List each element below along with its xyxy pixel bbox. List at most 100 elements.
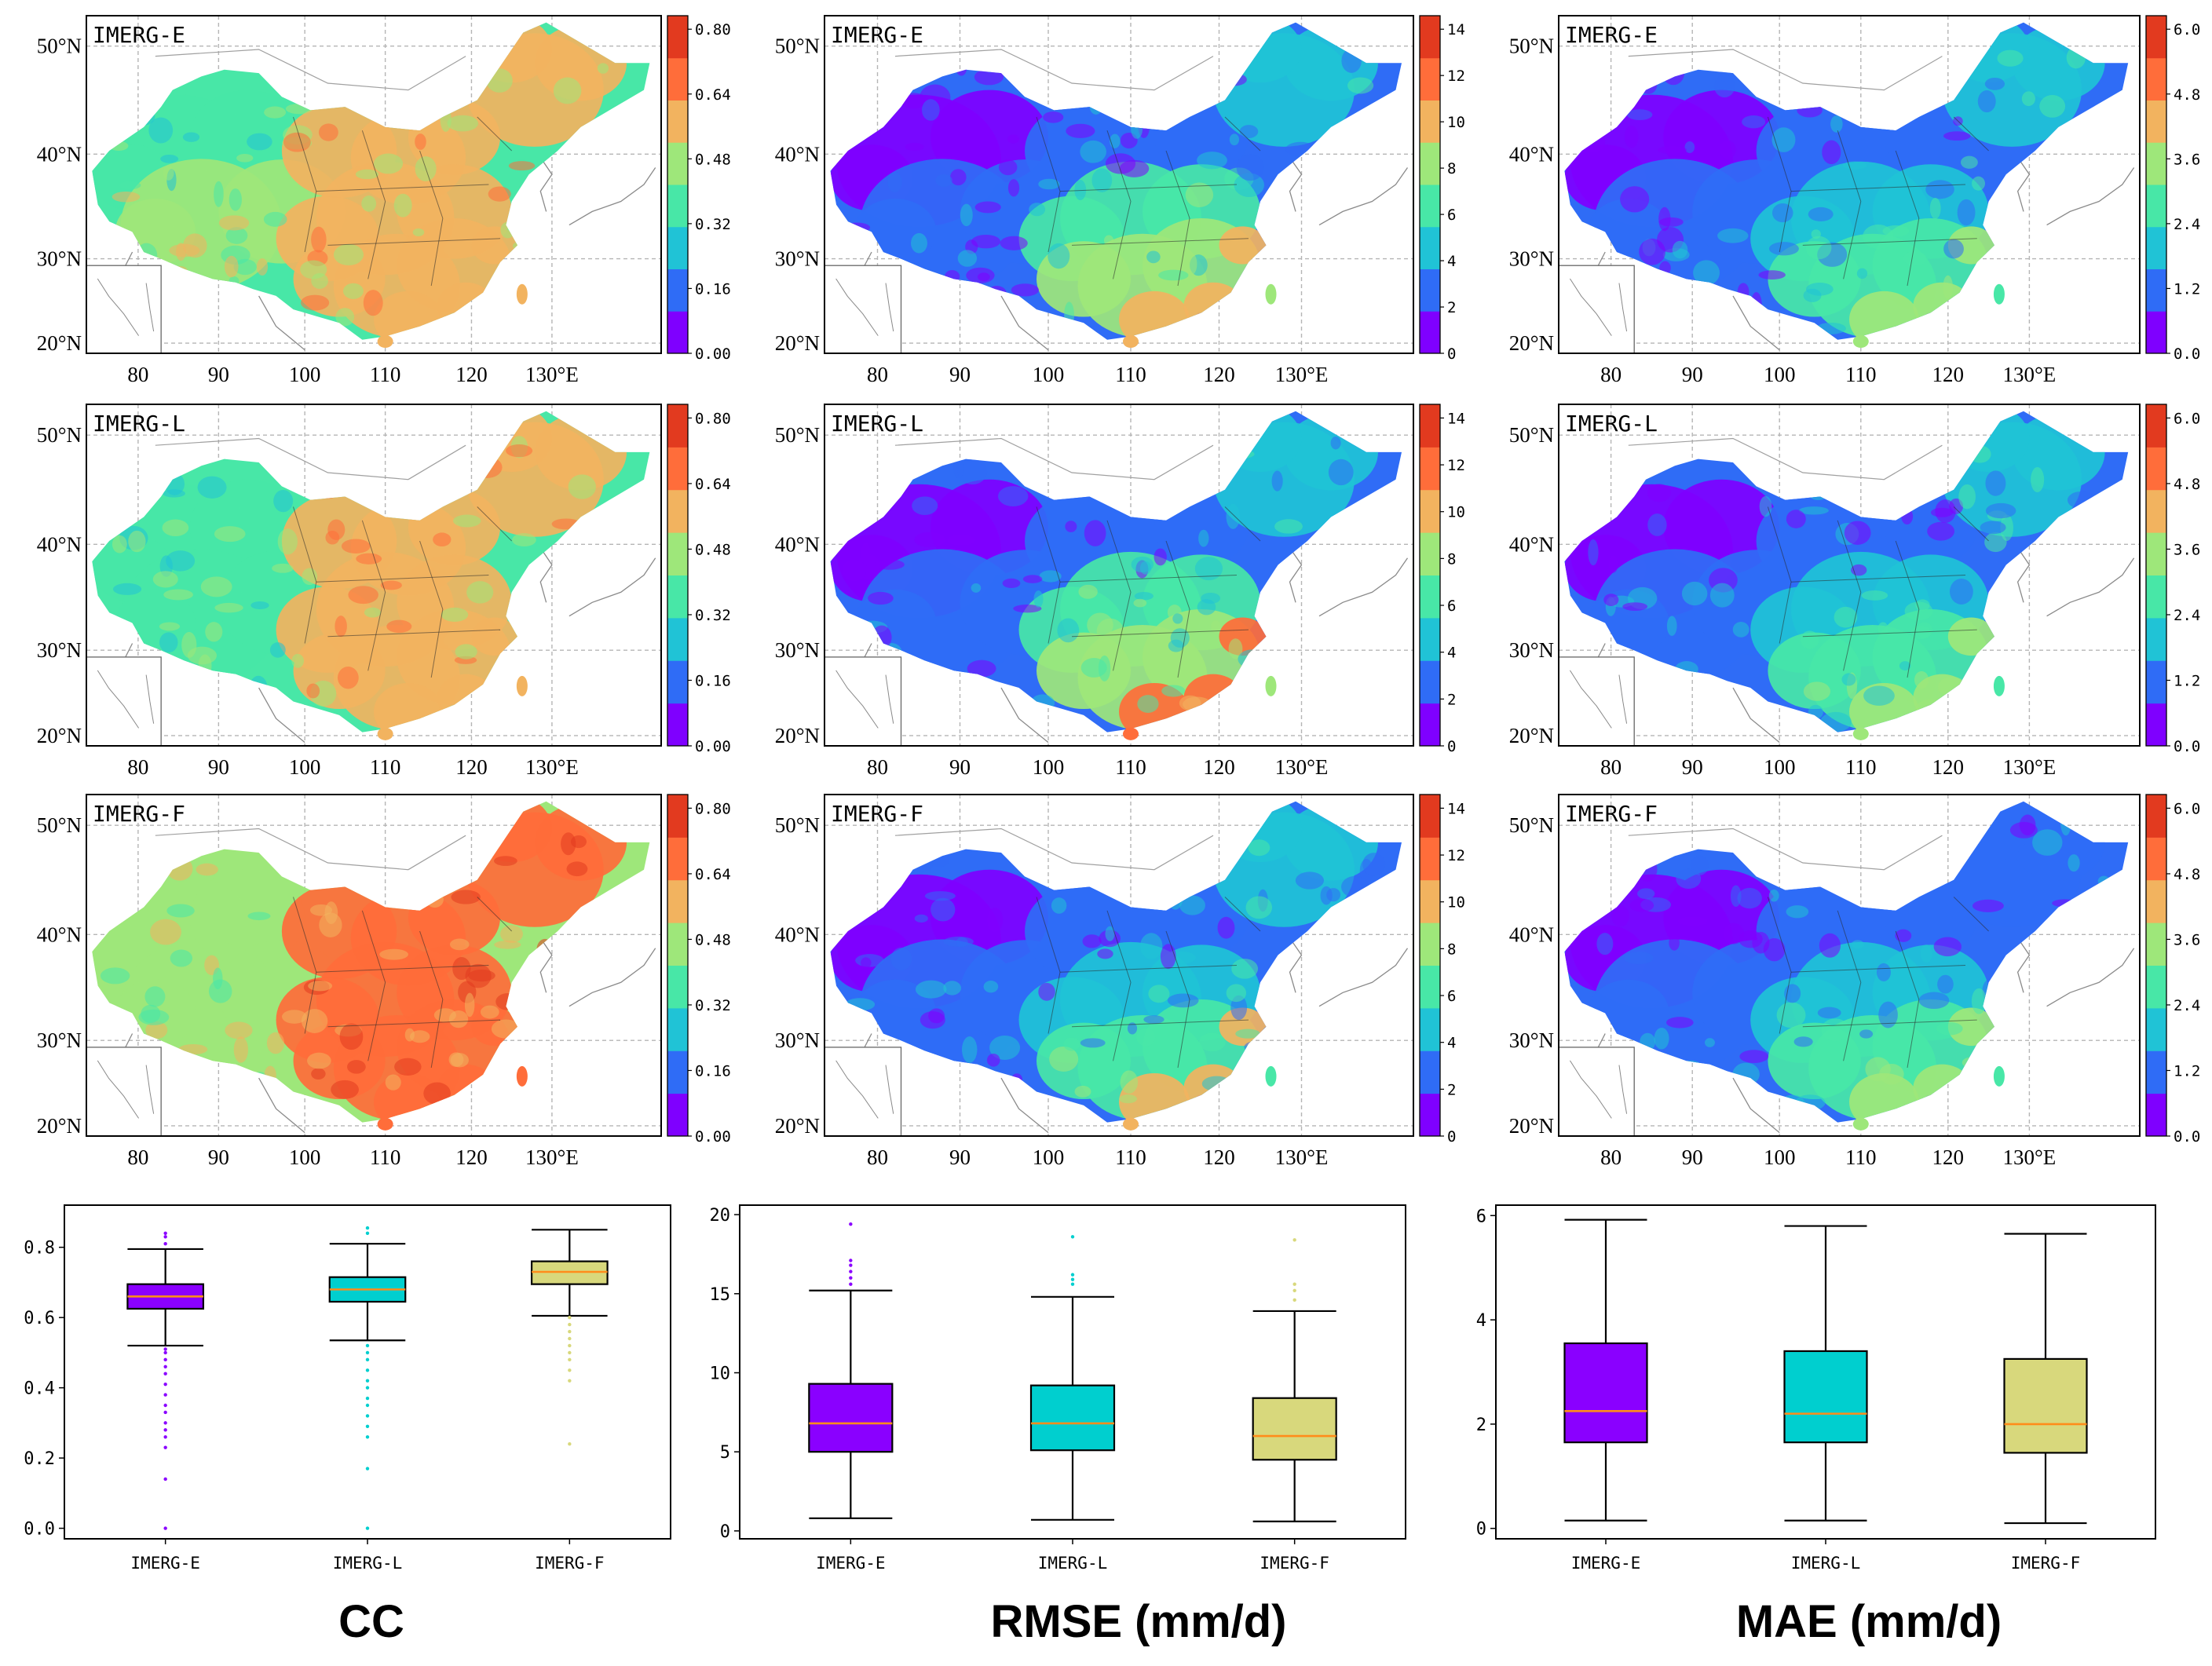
speckle bbox=[1588, 539, 1599, 566]
speckle bbox=[341, 539, 371, 554]
colorbar-tick-label: 0.48 bbox=[695, 151, 731, 168]
y-tick-label: 6 bbox=[1476, 1207, 1486, 1226]
box-iqr bbox=[1563, 1342, 1648, 1444]
speckle bbox=[1859, 1029, 1874, 1039]
speckle bbox=[506, 444, 533, 458]
speckle bbox=[1666, 616, 1677, 636]
colorbar-tick-label: 2.4 bbox=[2174, 607, 2200, 624]
colorbar-tick-label: 0.64 bbox=[695, 866, 731, 883]
colorbar-segment bbox=[667, 795, 688, 838]
map-panel-cc-imerg-l: IMERG-L 50°N 40°N 30°N 20°N 80 90 100 110 120 130°… bbox=[37, 404, 731, 779]
province-boundary bbox=[1165, 150, 1190, 287]
outlier-point bbox=[568, 1336, 572, 1341]
colorbar-segment bbox=[667, 617, 688, 661]
speckle bbox=[394, 1058, 422, 1076]
inset-dashes bbox=[1570, 278, 1612, 336]
province-boundary bbox=[1790, 184, 1966, 192]
outlier-point bbox=[365, 1414, 370, 1418]
lon-tick-label: 90 bbox=[949, 1145, 971, 1169]
speckle bbox=[1611, 905, 1629, 927]
lon-tick-label: 80 bbox=[1600, 1145, 1622, 1169]
colorbar-tick-label: 10 bbox=[1447, 114, 1465, 131]
map-frame bbox=[1558, 794, 2141, 1137]
speckle bbox=[912, 496, 938, 515]
china-outline bbox=[831, 23, 1402, 340]
speckle bbox=[986, 908, 1004, 933]
speckle bbox=[1131, 556, 1154, 573]
colorbar-tick-label: 3.6 bbox=[2174, 541, 2200, 558]
colorbar-segment bbox=[2146, 660, 2166, 704]
speckle bbox=[1119, 1094, 1138, 1104]
inset-dashes bbox=[1618, 1065, 1628, 1114]
colorbar-segment bbox=[1420, 447, 1440, 491]
colorbar-segment bbox=[1420, 226, 1440, 269]
y-tick-label: 2 bbox=[1476, 1416, 1486, 1435]
speckle bbox=[1677, 916, 1709, 926]
colorbar-segment bbox=[2146, 16, 2166, 59]
china-outline bbox=[92, 23, 649, 340]
box-imerg-l bbox=[328, 1226, 407, 1530]
colorbar-tick-label: 3.6 bbox=[2174, 931, 2200, 948]
speckle bbox=[1772, 203, 1793, 223]
speckle bbox=[466, 581, 494, 604]
speckle bbox=[1927, 521, 1955, 541]
colorbar-frame bbox=[667, 404, 689, 747]
speckle bbox=[335, 616, 347, 638]
x-tick-label: IMERG-F bbox=[535, 1554, 605, 1573]
colorbar-segment bbox=[1420, 404, 1440, 448]
colorbar-segment bbox=[2146, 142, 2166, 185]
colorbar-tick-label: 10 bbox=[1447, 894, 1465, 912]
province-boundary bbox=[1106, 910, 1132, 1061]
outlier-point bbox=[163, 1357, 167, 1362]
speckle bbox=[1821, 1018, 1850, 1042]
speckle bbox=[1719, 140, 1736, 159]
speckle bbox=[291, 653, 305, 668]
speckle bbox=[1647, 484, 1671, 502]
speckle bbox=[1943, 239, 1964, 259]
inset-dashes bbox=[1618, 283, 1628, 332]
speckle bbox=[1362, 853, 1386, 876]
map-frame bbox=[824, 794, 1414, 1137]
colorbar-segment bbox=[2146, 404, 2166, 448]
lat-tick-label: 50°N bbox=[37, 423, 82, 447]
speckle bbox=[404, 1028, 415, 1042]
colorbar-segment bbox=[667, 879, 688, 923]
map-panels: IMERG-E50°N40°N30°N20°N80 90 100 110 120 130°… bbox=[37, 15, 2200, 1169]
colorbar-tick-label: 4 bbox=[1447, 645, 1456, 662]
speckle bbox=[1882, 225, 1910, 237]
province-boundary bbox=[1790, 575, 1966, 583]
lat-tick-label: 30°N bbox=[775, 247, 820, 271]
lon-tick-label: 130°E bbox=[2003, 755, 2057, 779]
colorbar-segment bbox=[1420, 703, 1440, 747]
box-imerg-f bbox=[530, 1229, 609, 1446]
speckle bbox=[100, 967, 130, 985]
colorbar-tick-label: 0.00 bbox=[695, 738, 731, 755]
speckle bbox=[348, 586, 378, 605]
china-outline bbox=[92, 411, 649, 733]
colorbar-tick-label: 0.32 bbox=[695, 216, 731, 233]
speckle bbox=[1658, 145, 1687, 155]
speckle bbox=[308, 981, 333, 992]
province-boundary bbox=[1106, 520, 1132, 671]
province-boundary bbox=[1802, 1019, 1977, 1028]
product-label: IMERG-L bbox=[93, 411, 185, 437]
speckle bbox=[1137, 695, 1159, 714]
speckle bbox=[1972, 899, 2004, 912]
colorbar-segment bbox=[1420, 269, 1440, 312]
speckle bbox=[393, 193, 412, 217]
colorbar-segment bbox=[1420, 879, 1440, 923]
speckle bbox=[331, 1080, 359, 1099]
speckle bbox=[935, 174, 952, 187]
hainan-island bbox=[1852, 727, 1869, 740]
colorbar-segment bbox=[1420, 185, 1440, 228]
speckle bbox=[200, 576, 232, 597]
outlier-point bbox=[163, 1350, 167, 1355]
colorbar-tick-label: 0 bbox=[1447, 345, 1456, 363]
outlier-point bbox=[1292, 1238, 1296, 1242]
colorbar-tick-label: 14 bbox=[1447, 800, 1465, 817]
speckle bbox=[112, 583, 142, 595]
colorbar-segment bbox=[1420, 489, 1440, 533]
taiwan-island bbox=[1993, 283, 2005, 305]
speckle bbox=[1758, 270, 1786, 279]
speckle bbox=[1347, 77, 1374, 94]
